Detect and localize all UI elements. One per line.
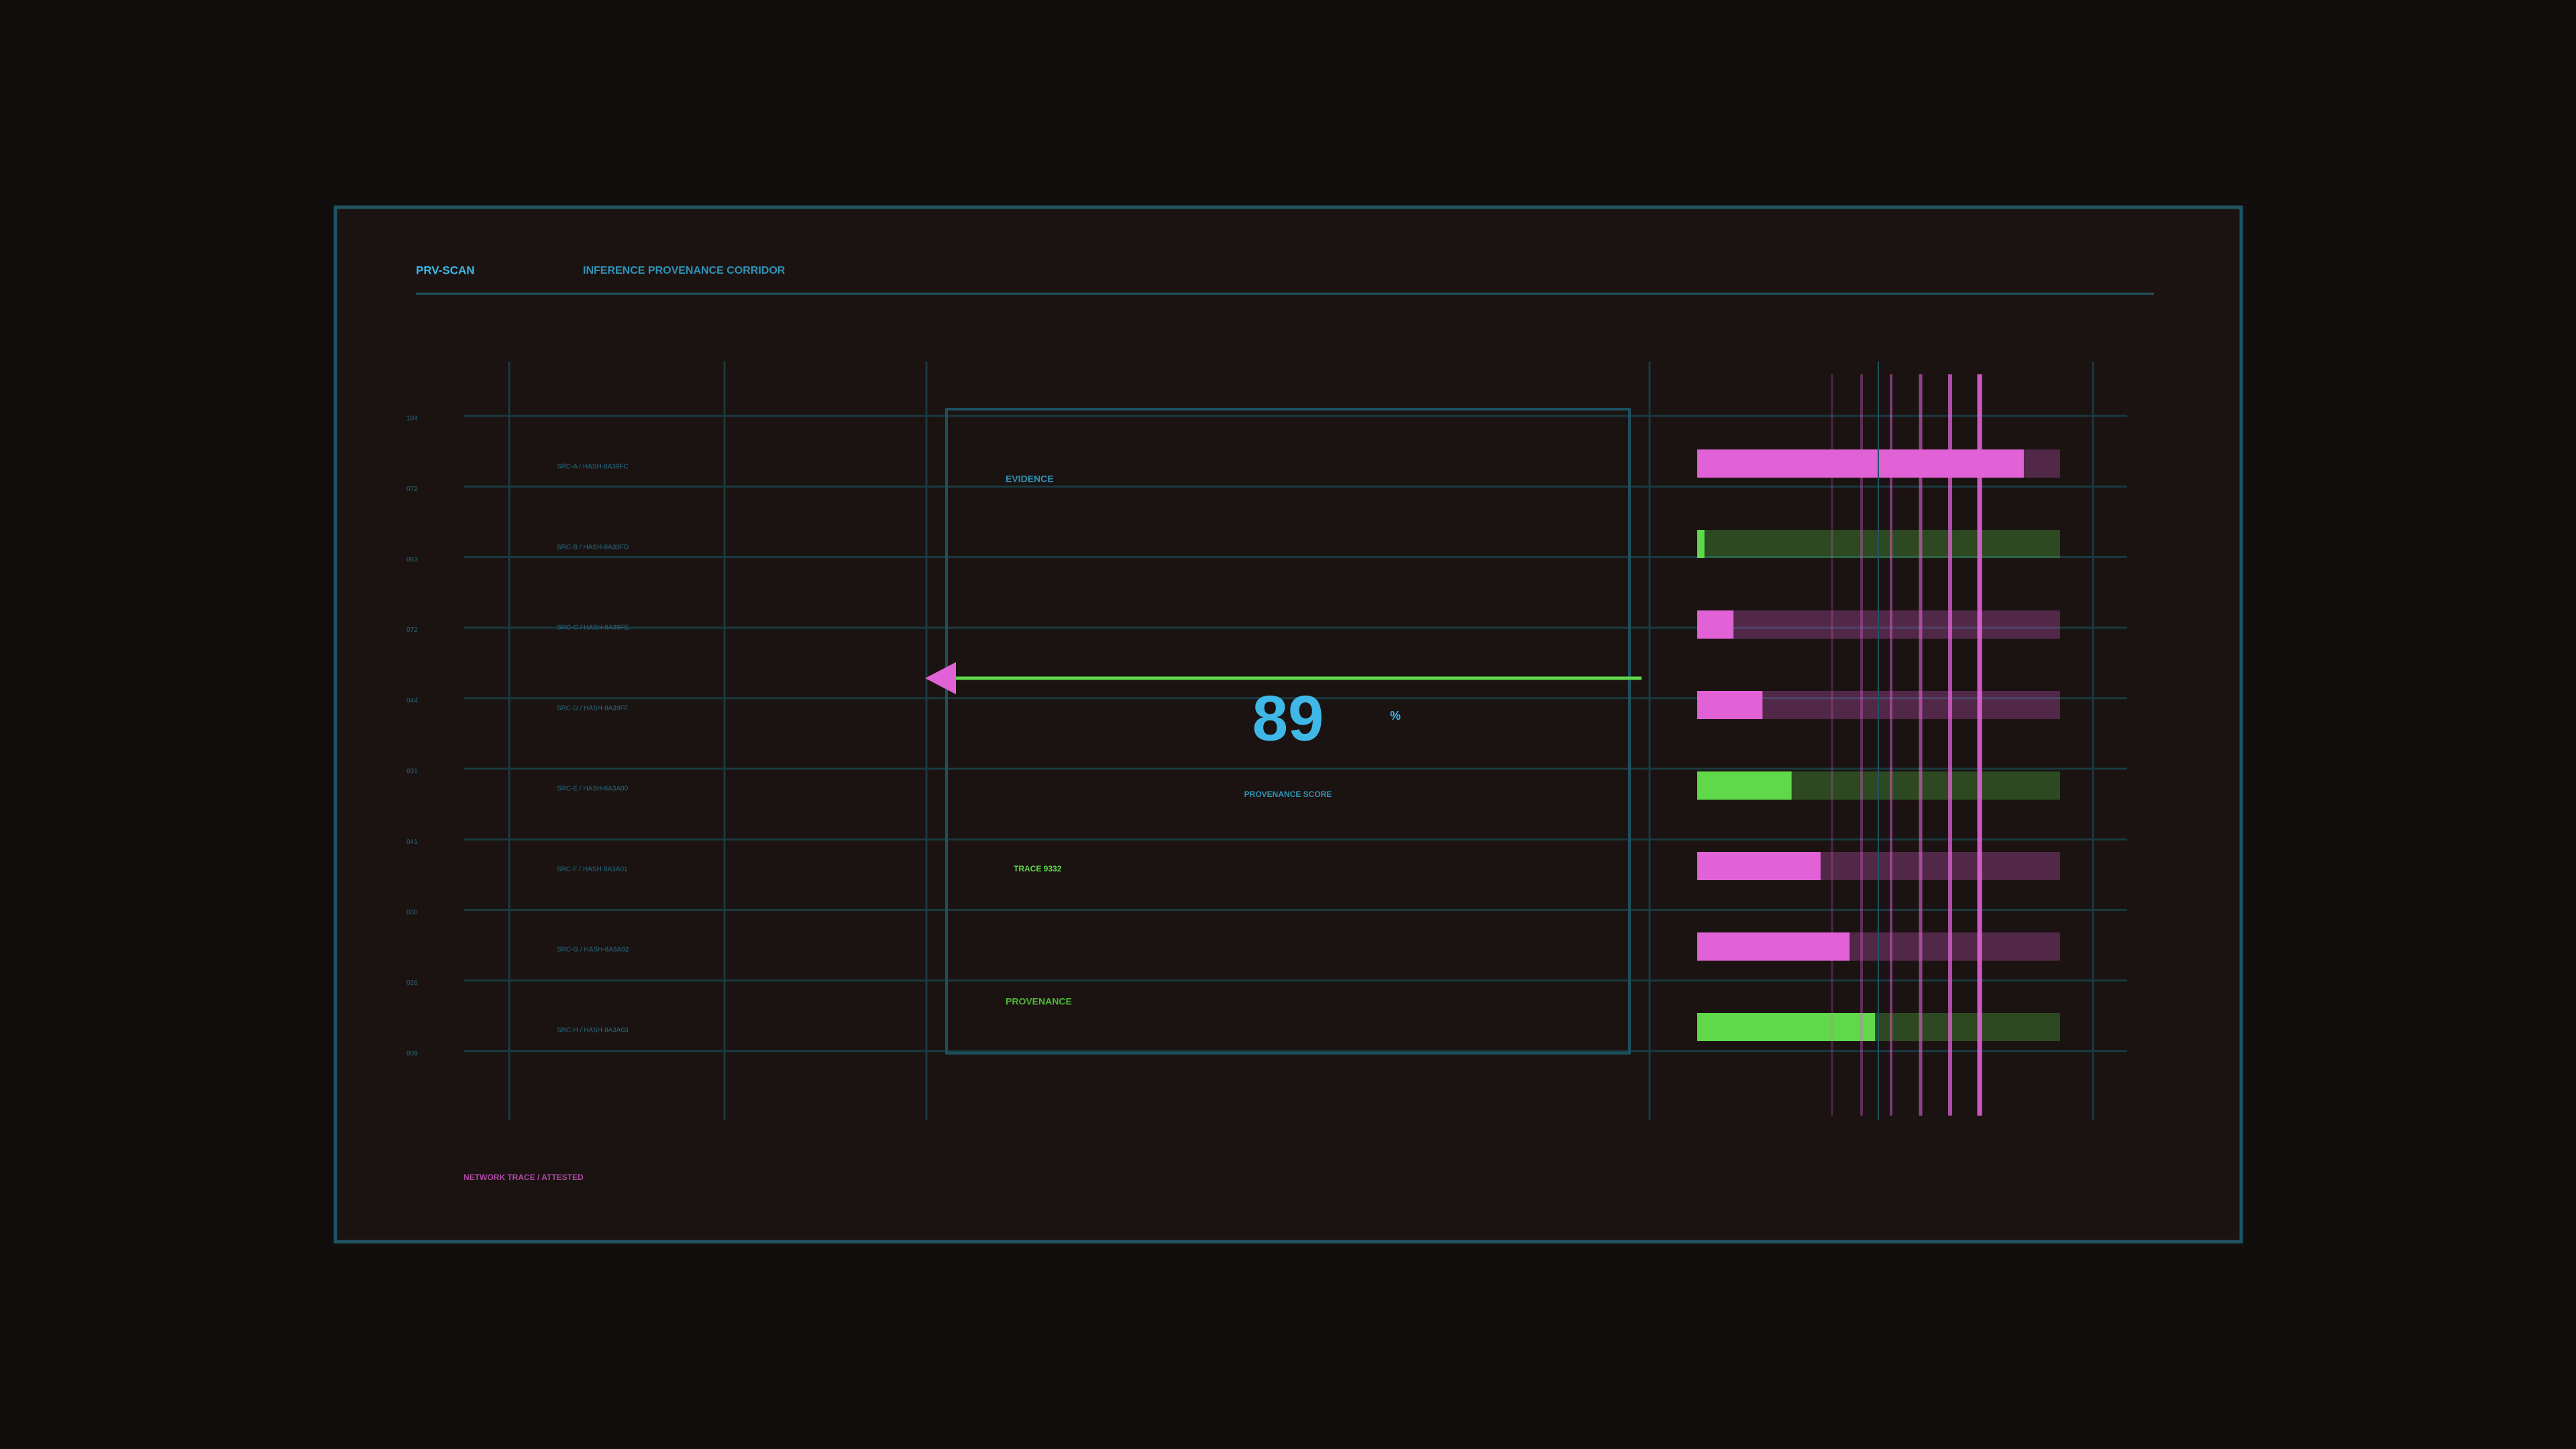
row-index: 031 bbox=[407, 768, 418, 775]
bar bbox=[1697, 691, 1763, 719]
title: INFERENCE PROVENANCE CORRIDOR bbox=[583, 265, 786, 276]
trace-arrow-head bbox=[925, 662, 956, 694]
bar bbox=[1697, 1013, 1876, 1041]
panel-label: PROVENANCE bbox=[1006, 996, 1072, 1007]
row-index: 072 bbox=[407, 486, 418, 493]
bar bbox=[1697, 932, 1850, 961]
row-index: 063 bbox=[407, 556, 418, 564]
row-label: SRC-A / HASH-8A39FC bbox=[557, 464, 629, 471]
row-index: 041 bbox=[407, 839, 418, 846]
row-label: SRC-F / HASH-8A3A01 bbox=[557, 866, 628, 873]
row-label: SRC-E / HASH-8A3A00 bbox=[557, 786, 629, 793]
row-index: 026 bbox=[407, 979, 418, 987]
panel-label: TRACE 9332 bbox=[1014, 864, 1062, 873]
score-value: 89 bbox=[1252, 682, 1324, 754]
row-index: 104 bbox=[407, 415, 418, 423]
score-unit: % bbox=[1390, 709, 1401, 722]
row-label: SRC-C / HASH-8A39FE bbox=[557, 625, 629, 632]
bar bbox=[1697, 530, 1705, 558]
panel-label: EVIDENCE bbox=[1006, 474, 1054, 484]
scanlines bbox=[1831, 362, 1982, 1120]
bar bbox=[1697, 610, 1734, 639]
row-label: SRC-H / HASH-8A3A03 bbox=[557, 1027, 629, 1034]
row-label: SRC-B / HASH-8A39FD bbox=[557, 544, 629, 551]
bar bbox=[1697, 771, 1792, 800]
footer-label: NETWORK TRACE / ATTESTED bbox=[464, 1173, 584, 1182]
bar bbox=[1697, 852, 1821, 880]
row-index: 072 bbox=[407, 627, 418, 634]
brand: PRV-SCAN bbox=[416, 264, 475, 276]
grid: 104 072 063 072 044 031 041 030 026 009 SRC-A / HA… bbox=[407, 362, 2127, 1120]
row-index: 044 bbox=[407, 697, 418, 704]
score-label: PROVENANCE SCORE bbox=[1244, 790, 1332, 799]
row-index: 030 bbox=[407, 909, 418, 916]
main-frame bbox=[333, 205, 2243, 1244]
bar bbox=[1697, 449, 2024, 478]
row-index: 009 bbox=[407, 1050, 418, 1057]
inner-panel bbox=[945, 408, 1631, 1055]
row-label: SRC-D / HASH-8A39FF bbox=[557, 705, 629, 712]
row-label: SRC-G / HASH-8A3A02 bbox=[557, 947, 629, 954]
